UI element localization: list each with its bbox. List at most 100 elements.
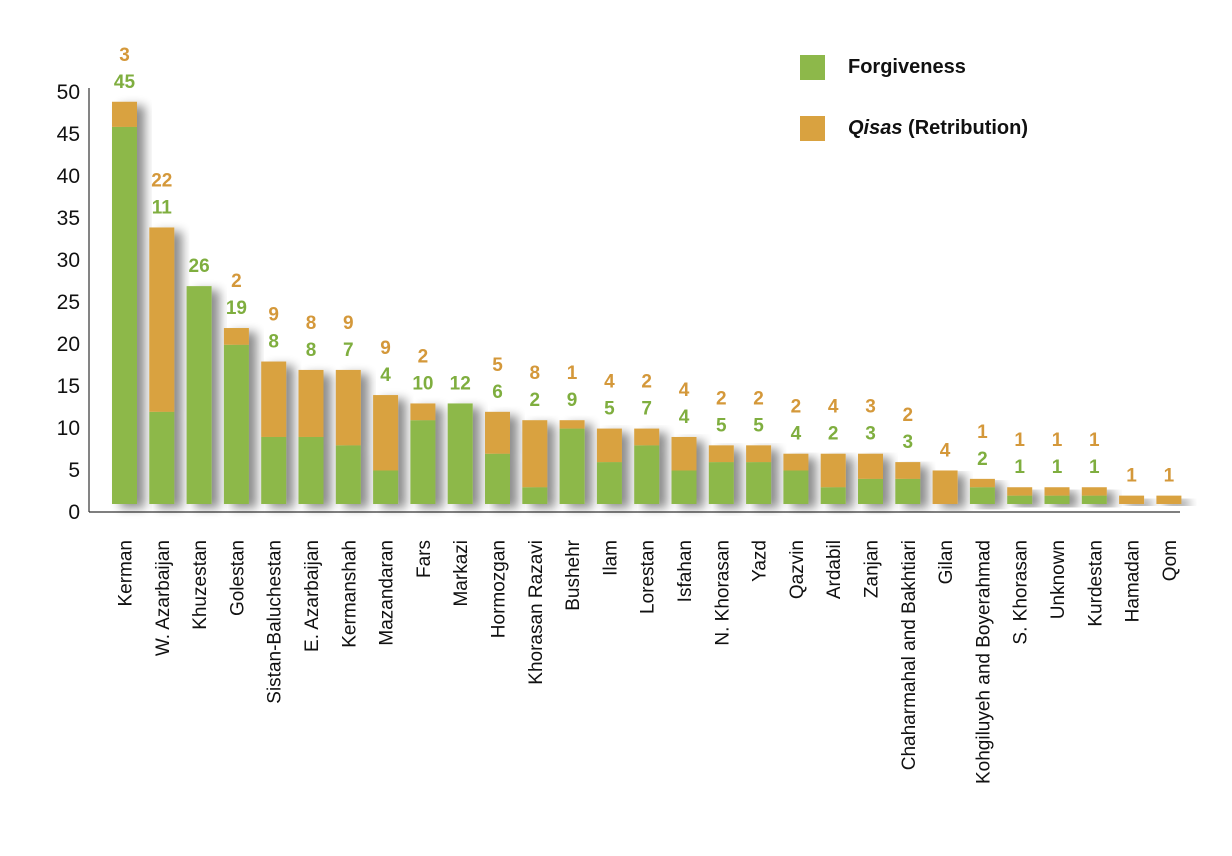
legend-label-qisas: Qisas (Retribution) (848, 117, 1028, 140)
bar-qisas (298, 369, 324, 437)
bar-stack (820, 453, 846, 504)
x-tick-label: Chaharmahal and Bakhtiari (899, 540, 920, 770)
bar-forgiveness (447, 403, 473, 504)
data-label-forgiveness: 12 (450, 373, 471, 394)
x-tick-label: Kurdestan (1085, 540, 1106, 627)
data-label-qisas: 2 (716, 388, 727, 409)
x-tick-label: Kerman (116, 540, 137, 607)
y-tick-label: 30 (57, 249, 80, 272)
bar-forgiveness (969, 487, 995, 504)
bar-qisas (1119, 495, 1145, 504)
x-tick-label: Gilan (936, 540, 957, 584)
data-label-forgiveness: 10 (412, 373, 433, 394)
x-tick-label: W. Azarbaijan (153, 540, 174, 656)
bar-qisas (746, 445, 772, 463)
data-label-forgiveness: 6 (492, 382, 503, 403)
bar-qisas (223, 328, 249, 345)
data-label-forgiveness: 9 (567, 390, 578, 411)
bar-qisas (671, 436, 697, 471)
bar-stack (559, 420, 585, 504)
data-label-qisas: 2 (791, 397, 802, 418)
data-label-qisas: 1 (1164, 466, 1175, 487)
bar-qisas (858, 453, 883, 479)
bar-qisas (1081, 487, 1107, 496)
x-tick-label: Qazvin (787, 540, 808, 599)
data-label-qisas: 1 (1089, 430, 1100, 451)
legend-swatch-forgiveness (800, 54, 825, 80)
bar-stack (410, 403, 436, 504)
y-tick-label: 25 (57, 291, 80, 314)
data-label-qisas: 1 (1052, 430, 1063, 451)
x-tick-label: Markazi (451, 540, 472, 607)
bar-stack (186, 286, 212, 504)
bars-group (112, 101, 1182, 505)
x-tick-label: Khuzestan (190, 540, 211, 630)
bar-stack (335, 369, 361, 504)
x-tick-label: Kermanshah (339, 540, 360, 648)
x-tick-label: Zanjan (862, 540, 883, 598)
data-label-qisas: 9 (343, 313, 354, 334)
x-tick-label: Kohgiluyeh and Boyerahmad (973, 540, 994, 784)
x-tick-label: Yazd (750, 540, 771, 582)
x-tick-label: Lorestan (638, 540, 659, 614)
data-label-qisas: 1 (977, 422, 988, 443)
bar-forgiveness (783, 470, 809, 504)
bar-forgiveness (895, 478, 921, 504)
bar-stack (746, 445, 772, 504)
data-label-forgiveness: 5 (753, 415, 764, 436)
bar-forgiveness (708, 462, 734, 504)
data-label-qisas: 2 (418, 346, 429, 367)
data-label-qisas: 3 (865, 397, 876, 418)
bar-stack (261, 361, 287, 504)
legend-item-forgiveness: Forgiveness (800, 52, 1028, 82)
bar-stack (1119, 495, 1145, 504)
x-tick-label: Khorasan Razavi (526, 540, 547, 685)
bar-qisas (261, 361, 287, 437)
bar-qisas (522, 420, 548, 488)
bar-qisas (485, 411, 510, 454)
bar-forgiveness (186, 286, 212, 504)
data-label-forgiveness: 8 (306, 340, 317, 361)
bar-qisas (335, 369, 361, 446)
bar-qisas (969, 478, 995, 488)
data-label-qisas: 4 (679, 380, 690, 401)
data-label-qisas: 22 (151, 170, 172, 191)
bar-stack (373, 395, 399, 504)
data-label-qisas: 5 (492, 355, 503, 376)
data-label-forgiveness: 4 (679, 407, 690, 428)
y-tick-label: 40 (57, 165, 80, 188)
bar-stack (932, 470, 958, 504)
data-label-forgiveness: 4 (791, 424, 802, 445)
x-tick-label: Golestan (227, 540, 248, 616)
y-tick-label: 35 (57, 207, 80, 230)
bar-forgiveness (373, 470, 399, 504)
bar-stack (1081, 487, 1107, 504)
bar-stack (1156, 495, 1182, 504)
data-label-forgiveness: 11 (152, 197, 173, 218)
bar-qisas (895, 462, 921, 479)
bar-forgiveness (522, 487, 548, 504)
y-tick-label: 0 (68, 501, 80, 524)
y-tick-label: 20 (57, 333, 80, 356)
bar-qisas (820, 453, 846, 488)
bar-forgiveness (596, 462, 622, 504)
x-tick-labels-group: Kerman W. Azarbaijan Khuzestan Golestan Sist… (116, 539, 1181, 784)
data-label-qisas: 8 (306, 313, 317, 334)
bar-forgiveness (671, 470, 697, 504)
bar-qisas (708, 445, 734, 463)
bar-qisas (559, 420, 585, 429)
data-label-qisas: 9 (268, 305, 279, 326)
x-tick-label: Isfahan (675, 540, 696, 602)
data-label-forgiveness: 2 (828, 424, 839, 445)
data-label-forgiveness: 19 (226, 298, 247, 319)
data-label-forgiveness: 1 (1089, 457, 1100, 478)
y-tick-label: 15 (57, 375, 80, 398)
bar-qisas (410, 403, 436, 421)
bar-stack (223, 328, 249, 504)
legend-label-qisas-term: Qisas (848, 116, 903, 139)
bar-qisas (112, 101, 137, 127)
bar-qisas (1156, 495, 1182, 504)
